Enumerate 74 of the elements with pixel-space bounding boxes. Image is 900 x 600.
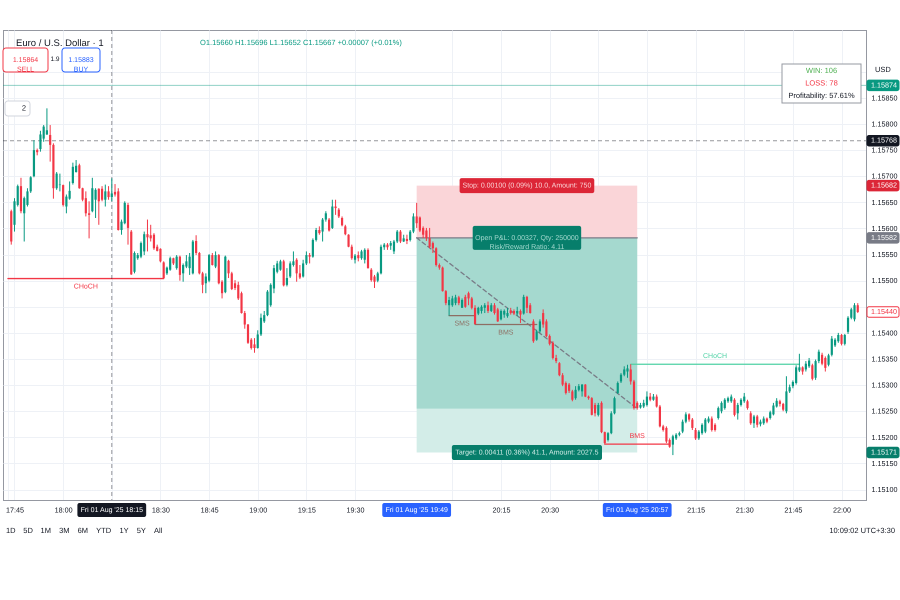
candlestick <box>840 333 843 346</box>
candlestick <box>580 384 584 398</box>
candlestick <box>159 248 162 263</box>
candlestick <box>500 308 502 321</box>
candlestick <box>694 427 697 440</box>
candlestick <box>169 256 172 272</box>
candlestick <box>460 298 464 308</box>
candlestick <box>811 363 814 381</box>
candlestick <box>646 390 648 408</box>
candlestick <box>305 250 308 266</box>
candlestick <box>795 364 798 386</box>
candlestick <box>704 418 706 434</box>
candlestick <box>682 419 684 434</box>
candlestick <box>357 250 360 262</box>
candlestick <box>486 301 490 314</box>
candlestick <box>340 216 344 227</box>
candlestick <box>364 248 366 264</box>
text: Euro / U.S. Dollar · 1 <box>16 38 104 49</box>
candlestick <box>844 333 846 346</box>
candlestick <box>496 307 499 322</box>
candlestick <box>62 184 64 208</box>
candlestick <box>399 230 402 244</box>
candlestick <box>516 306 518 317</box>
candlestick <box>104 184 106 208</box>
candlestick <box>195 234 198 256</box>
candlestick <box>853 302 856 322</box>
candlestick <box>442 266 444 292</box>
candlestick <box>837 332 840 344</box>
candlestick <box>146 219 149 252</box>
candlestick <box>133 250 136 274</box>
candlestick <box>710 416 713 432</box>
candlestick <box>824 356 826 372</box>
candlestick <box>354 254 356 264</box>
candlestick <box>416 202 418 228</box>
candlestick <box>72 162 74 186</box>
candlestick <box>110 178 113 202</box>
candlestick <box>182 262 184 282</box>
candlestick <box>597 402 600 417</box>
candlestick <box>467 291 470 306</box>
candlestick <box>214 250 217 269</box>
candlestick <box>743 392 746 404</box>
candlestick <box>302 259 304 278</box>
candlestick <box>736 402 739 420</box>
candlestick <box>526 295 528 314</box>
candlestick <box>522 294 525 316</box>
candlestick <box>616 380 619 394</box>
candlestick <box>286 268 288 287</box>
candlestick <box>296 258 298 282</box>
candlestick <box>458 295 460 306</box>
candlestick <box>808 357 810 368</box>
candlestick <box>484 302 486 314</box>
candlestick <box>804 360 807 372</box>
candlestick <box>176 254 178 270</box>
candlestick <box>756 414 758 428</box>
candlestick <box>590 396 593 416</box>
candlestick <box>211 252 214 266</box>
candlestick <box>152 232 156 250</box>
candlestick <box>584 384 586 398</box>
candlestick <box>322 218 324 242</box>
candlestick <box>331 199 334 230</box>
candlestick <box>143 231 146 256</box>
candlestick <box>464 294 466 308</box>
candlestick <box>444 290 447 306</box>
candlestick <box>328 218 330 232</box>
candlestick <box>98 188 100 226</box>
candlestick <box>724 398 726 410</box>
candlestick <box>56 172 58 190</box>
candlestick <box>733 398 736 417</box>
candlestick <box>772 402 775 416</box>
candlestick <box>178 255 181 282</box>
candlestick <box>594 402 596 417</box>
candlestick <box>691 418 694 431</box>
candlestick <box>856 302 859 314</box>
candlestick <box>750 410 752 426</box>
